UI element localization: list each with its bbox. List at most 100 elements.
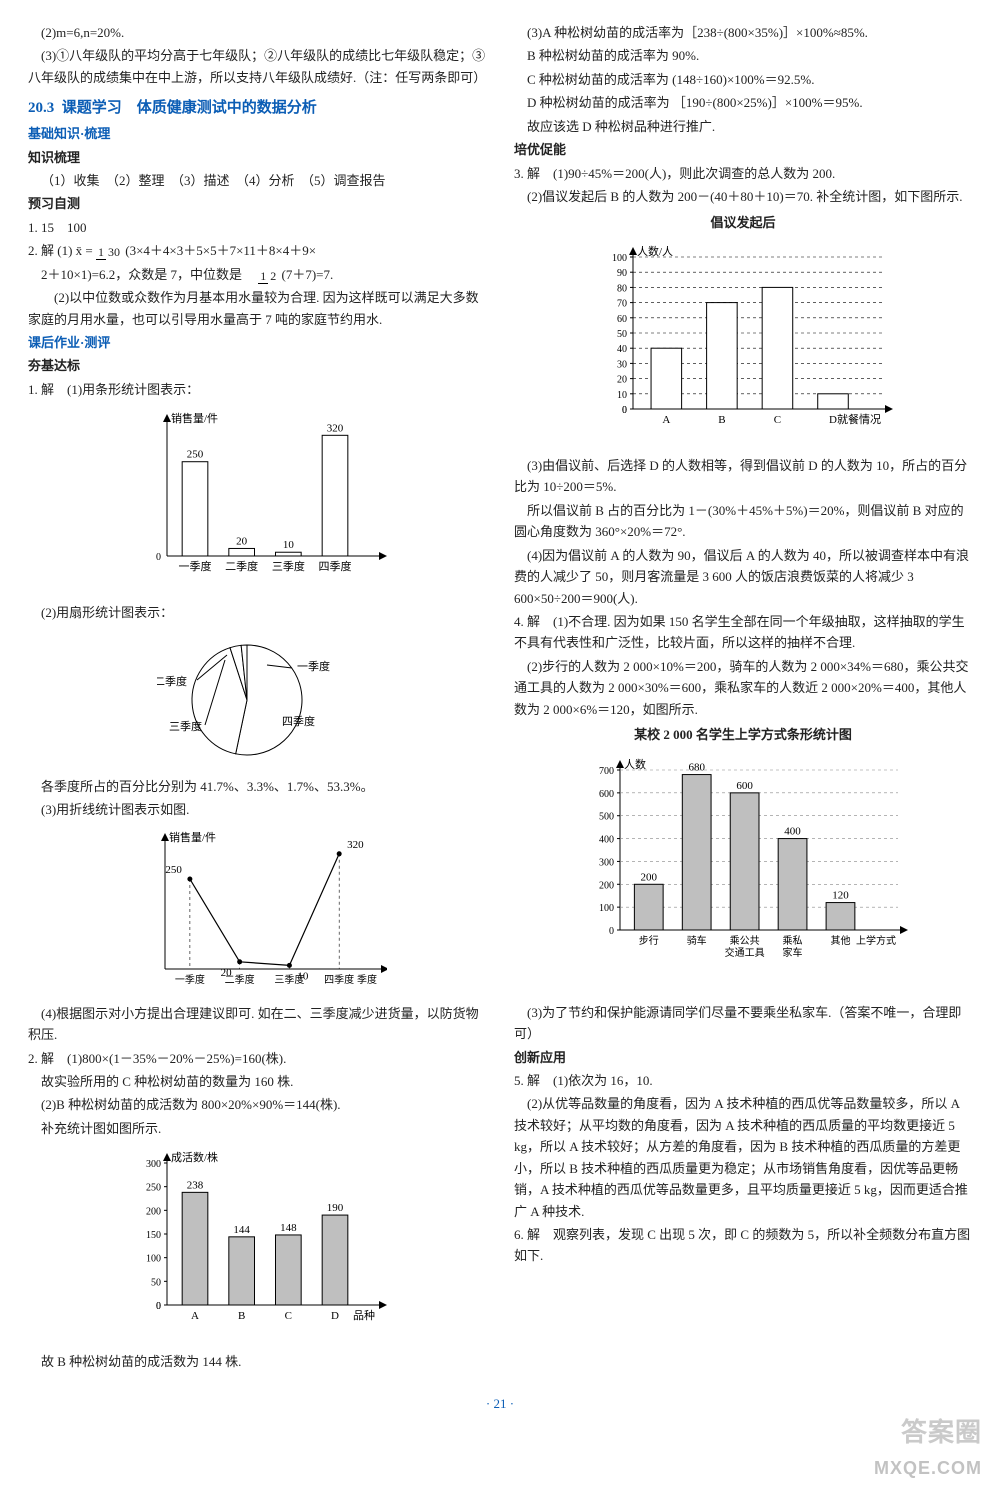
svg-text:10: 10 <box>617 390 627 401</box>
svg-text:80: 80 <box>617 283 627 294</box>
text: 2＋10×1)=6.2，众数是 7，中位数是 12 (7＋7)=7. <box>28 264 486 285</box>
svg-text:10: 10 <box>283 540 295 552</box>
svg-text:乘私: 乘私 <box>783 935 803 947</box>
subheading: 基础知识·梳理 <box>28 123 486 144</box>
text: (2)从优等品数量的角度看，因为 A 技术种植的西瓜优等品数量较多，所以 A 技… <box>514 1093 972 1222</box>
svg-text:200: 200 <box>146 1207 161 1218</box>
text: (4)因为倡议前 A 的人数为 90，倡议后 A 的人数为 40，所以被调查样本… <box>514 545 972 609</box>
svg-text:680: 680 <box>688 761 705 773</box>
svg-text:乘公共: 乘公共 <box>730 935 760 947</box>
svg-text:人数: 人数 <box>624 758 646 771</box>
svg-text:200: 200 <box>599 880 614 891</box>
bar-chart-sales: 销售量/件250一季度20二季度10三季度320四季度0 <box>28 406 486 596</box>
svg-text:销售量/件: 销售量/件 <box>171 411 218 425</box>
text: (2)用扇形统计图表示： <box>28 602 486 623</box>
svg-text:上学方式: 上学方式 <box>856 934 896 947</box>
svg-text:600: 600 <box>599 788 614 799</box>
svg-text:100: 100 <box>599 903 614 914</box>
svg-text:二季度: 二季度 <box>225 559 258 573</box>
text: (2)步行的人数为 2 000×10%＝200，骑车的人数为 2 000×34%… <box>514 656 972 720</box>
svg-text:50: 50 <box>151 1278 161 1289</box>
svg-text:一季度: 一季度 <box>297 659 330 673</box>
text: (3)由倡议前、后选择 D 的人数相等，得到倡议前 D 的人数为 10，所占的百… <box>514 455 972 498</box>
pie-chart-sales: 一季度二季度三季度四季度 <box>28 630 486 770</box>
text: 各季度所占的百分比分别为 41.7%、3.3%、1.7%、53.3%。 <box>28 776 486 797</box>
svg-text:二季度: 二季度 <box>157 674 187 688</box>
svg-text:家车: 家车 <box>783 946 803 959</box>
text: 所以倡议前 B 占的百分比为 1－(30%＋45%＋5%)＝20%，则倡议前 B… <box>514 500 972 543</box>
text: 2. 解 (1)800×(1－35%－20%－25%)=160(株). <box>28 1048 486 1069</box>
text: (3)①八年级队的平均分高于七年级队；②八年级队的成绩比七年级队稳定；③八年级队… <box>28 45 486 88</box>
text: (2)倡议发起后 B 的人数为 200－(40＋80＋10)＝70. 补全统计图… <box>514 186 972 207</box>
svg-text:人数/人: 人数/人 <box>637 245 673 258</box>
svg-text:就餐情况: 就餐情况 <box>837 412 881 426</box>
svg-text:步行: 步行 <box>639 934 659 947</box>
svg-text:骑车: 骑车 <box>687 934 707 947</box>
svg-text:销售量/件: 销售量/件 <box>169 830 216 844</box>
svg-text:100: 100 <box>146 1254 161 1265</box>
svg-text:季度: 季度 <box>357 973 377 986</box>
svg-text:148: 148 <box>280 1222 297 1234</box>
svg-text:50: 50 <box>617 329 627 340</box>
svg-text:250: 250 <box>146 1183 161 1194</box>
svg-text:120: 120 <box>832 889 849 901</box>
chart-title: 某校 2 000 名学生上学方式条形统计图 <box>514 724 972 745</box>
svg-text:250: 250 <box>187 449 204 461</box>
text: 1. 15 100 <box>28 217 486 238</box>
text: 6. 解 观察列表，发现 C 出现 5 次，即 C 的频数为 5，所以补全频数分… <box>514 1224 972 1267</box>
frac-d: 2 <box>268 269 278 283</box>
section-num: 20.3 <box>28 100 54 116</box>
svg-text:D: D <box>829 414 837 426</box>
text: (3)A 种松树幼苗的成活率为［238÷(800×35%)］×100%≈85%. <box>514 22 972 43</box>
svg-text:A: A <box>662 414 670 426</box>
text: 4. 解 (1)不合理. 因为如果 150 名学生全部在同一个年级抽取，这样抽取… <box>514 611 972 654</box>
svg-text:400: 400 <box>599 834 614 845</box>
chart-title: 倡议发起后 <box>514 212 972 233</box>
frac-n: 1 <box>96 245 106 260</box>
text: 1. 解 (1)用条形统计图表示： <box>28 379 486 400</box>
line-chart-sales: 销售量/件2502010320一季度二季度三季度四季度季度 <box>28 827 486 997</box>
svg-text:D: D <box>331 1310 339 1322</box>
subheading: 夯基达标 <box>28 355 486 376</box>
text: B 种松树幼苗的成活率为 90%. <box>514 45 972 66</box>
svg-text:品种: 品种 <box>353 1308 375 1322</box>
text: 故应该选 D 种松树品种进行推广. <box>514 116 972 137</box>
svg-text:190: 190 <box>327 1202 344 1214</box>
text: (2)m=6,n=20%. <box>28 22 486 43</box>
svg-text:二季度: 二季度 <box>225 973 255 986</box>
text: 2. 解 (1) x̄ = 130 (3×4＋4×3＋5×5＋7×11＋8×4＋… <box>28 240 486 261</box>
svg-text:30: 30 <box>617 359 627 370</box>
svg-text:20: 20 <box>236 536 248 548</box>
subheading: 培优促能 <box>514 139 972 160</box>
subheading: 创新应用 <box>514 1047 972 1068</box>
svg-text:四季度: 四季度 <box>319 559 352 573</box>
page-number: · 21 · <box>28 1393 972 1414</box>
bar-chart-advocacy: 0102030405060708090100人数/人ABCD就餐情况0 <box>514 239 972 449</box>
svg-text:70: 70 <box>617 299 627 310</box>
watermark-en: MXQE.COM <box>874 1454 982 1484</box>
svg-text:0: 0 <box>609 926 614 937</box>
svg-text:40: 40 <box>617 344 627 355</box>
svg-text:一季度: 一季度 <box>175 973 205 986</box>
text: (2)B 种松树幼苗的成活数为 800×20%×90%＝144(株). <box>28 1094 486 1115</box>
text: 3. 解 (1)90÷45%＝200(人)，则此次调查的总人数为 200. <box>514 163 972 184</box>
text: (2)以中位数或众数作为月基本用水量较为合理. 因为这样既可以满足大多数家庭的月… <box>28 287 486 330</box>
text: 补充统计图如图所示. <box>28 1118 486 1139</box>
watermark-ch: 答案圈 <box>874 1411 982 1454</box>
text: (4)根据图示对小方提出合理建议即可. 如在二、三季度减少进货量，以防货物积压. <box>28 1003 486 1046</box>
svg-text:300: 300 <box>146 1159 161 1170</box>
svg-text:90: 90 <box>617 268 627 279</box>
svg-text:400: 400 <box>784 825 801 837</box>
svg-text:三季度: 三季度 <box>274 973 304 986</box>
svg-text:成活数/株: 成活数/株 <box>171 1150 218 1164</box>
text: (3×4＋4×3＋5×5＋7×11＋8×4＋9× <box>125 243 316 258</box>
svg-text:A: A <box>191 1310 199 1322</box>
svg-text:0: 0 <box>622 405 627 416</box>
svg-text:B: B <box>718 414 725 426</box>
text: 5. 解 (1)依次为 16，10. <box>514 1070 972 1091</box>
bar-chart-commute: 0100200300400500600700人数200步行680骑车600乘公共… <box>514 752 972 996</box>
svg-text:60: 60 <box>617 314 627 325</box>
svg-text:20: 20 <box>617 375 627 386</box>
frac-n: 1 <box>258 269 268 284</box>
subheading: 知识梳理 <box>28 147 486 168</box>
